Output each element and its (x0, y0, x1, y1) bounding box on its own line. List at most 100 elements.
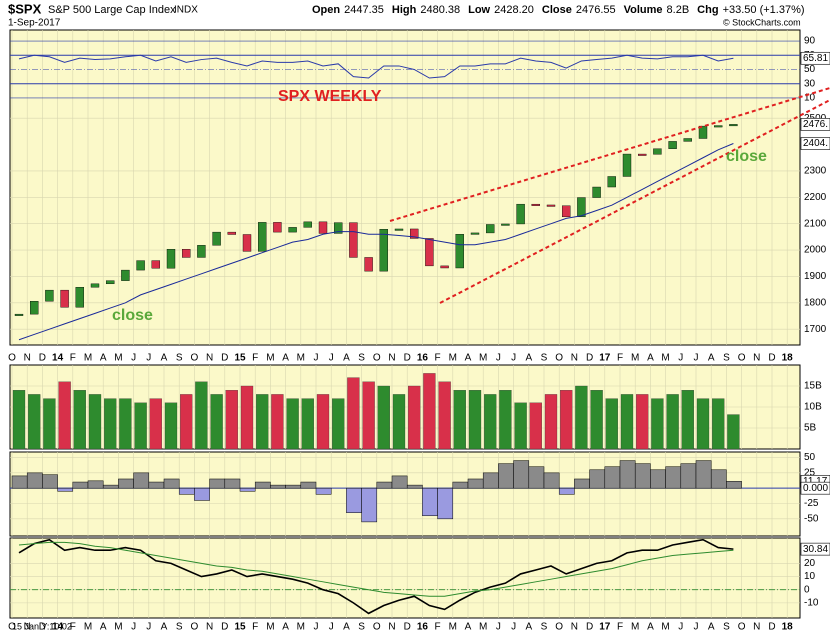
price-bar (729, 124, 738, 127)
histogram-bar (467, 478, 484, 489)
volume-bar (514, 402, 527, 450)
x-tick-label: D (221, 622, 228, 633)
x-tick-label: O (738, 622, 746, 633)
volume-bar (544, 394, 558, 450)
x-tick-label: D (586, 622, 593, 633)
x-tick-label: F (252, 353, 258, 364)
price-bar (379, 229, 388, 272)
x-tick-label: D (39, 622, 46, 633)
histogram-bar (452, 481, 469, 489)
price-bar (334, 222, 343, 234)
x-tick-label: S (541, 622, 548, 633)
price-bar (121, 269, 130, 281)
volume-bar (286, 398, 299, 450)
volume-bar (164, 402, 178, 450)
x-tick-label: F (252, 622, 258, 633)
x-tick-label: O (8, 353, 16, 364)
volume-bar (575, 385, 588, 450)
price-bar (592, 186, 601, 198)
volume-bar (529, 402, 542, 450)
volume-bar (499, 390, 512, 450)
x-tick-label: 15 (234, 353, 246, 364)
volume-bar (681, 390, 694, 450)
x-tick-label: O (8, 622, 16, 633)
price-bar (90, 283, 100, 288)
histogram-bar (558, 487, 575, 495)
x-tick-label: J (131, 353, 136, 364)
price-bar (60, 289, 69, 308)
value-marker (800, 481, 830, 495)
x-tick-label: A (647, 353, 654, 364)
price-bar (425, 238, 434, 267)
value-marker-label: 30.84 (803, 544, 828, 555)
histogram-bar (346, 487, 362, 513)
x-tick-label: M (449, 353, 457, 364)
histogram-bar (300, 481, 317, 489)
x-tick-label: 14 (52, 622, 64, 633)
x-tick-label: D (768, 353, 775, 364)
x-tick-label: J (146, 622, 151, 633)
volume-bar (362, 381, 375, 450)
x-tick-label: M (266, 622, 274, 633)
x-tick-label: M (479, 353, 487, 364)
moving-average (18, 143, 734, 341)
price-bar (455, 234, 464, 269)
histogram-bar (239, 487, 256, 492)
x-tick-label: 17 (599, 353, 611, 364)
x-tick-label: A (282, 353, 289, 364)
histogram-bar (87, 480, 104, 489)
price-bar (683, 138, 692, 142)
x-tick-label: S (723, 353, 730, 364)
histogram-bar (482, 472, 499, 489)
price-bar (516, 203, 525, 225)
x-tick-label: A (100, 622, 107, 633)
x-tick-label: N (388, 353, 395, 364)
price-bar (622, 153, 632, 177)
y-tick-label: 15B (804, 381, 822, 392)
price-bar (258, 222, 267, 252)
symbol: $SPX (8, 1, 42, 16)
price-bar (105, 280, 115, 285)
y-tick-label: 50 (804, 64, 816, 75)
trend-line (439, 99, 830, 304)
histogram-bar (361, 487, 378, 523)
y-tick-label: 2300 (804, 166, 827, 177)
x-tick-label: A (525, 622, 532, 633)
histogram-bar (726, 481, 742, 489)
x-tick-label: 14 (52, 353, 64, 364)
x-tick-label: O (373, 622, 381, 633)
x-tick-label: M (266, 353, 274, 364)
y-tick-label: 1900 (804, 271, 827, 282)
quote-value: +33.50 (+1.37%) (723, 4, 805, 16)
histogram-bar (619, 460, 636, 489)
quote-label: Chg (697, 4, 718, 16)
price-bar (45, 289, 54, 302)
x-tick-label: M (661, 353, 669, 364)
y-tick-label: 10B (804, 402, 822, 413)
y-tick-label: 2200 (804, 192, 827, 203)
x-tick-label: A (161, 622, 168, 633)
x-tick-label: 15 (234, 622, 246, 633)
value-marker (800, 51, 830, 65)
index-name: S&P 500 Large Cap Index (48, 4, 176, 16)
date: 1-Sep-2017 (8, 18, 61, 29)
value-marker-label: 2404. (803, 138, 828, 149)
x-tick-label: A (465, 622, 472, 633)
volume-bar (225, 390, 238, 450)
quote-label: Open (312, 4, 340, 16)
volume-bar (210, 394, 223, 450)
volume-bar (636, 394, 649, 450)
x-tick-label: 16 (417, 353, 429, 364)
x-tick-label: M (114, 622, 122, 633)
x-tick-label: N (571, 622, 578, 633)
price-bar (410, 228, 419, 239)
y-tick-label: 1700 (804, 324, 827, 335)
histogram-bar (57, 487, 74, 492)
price-bar (197, 245, 206, 258)
x-tick-label: N (388, 622, 395, 633)
x-tick-label: M (297, 622, 305, 633)
y-tick-label: 10 (804, 571, 816, 582)
volume-bar (104, 398, 117, 450)
value-marker (800, 542, 830, 556)
value-marker (800, 118, 830, 131)
